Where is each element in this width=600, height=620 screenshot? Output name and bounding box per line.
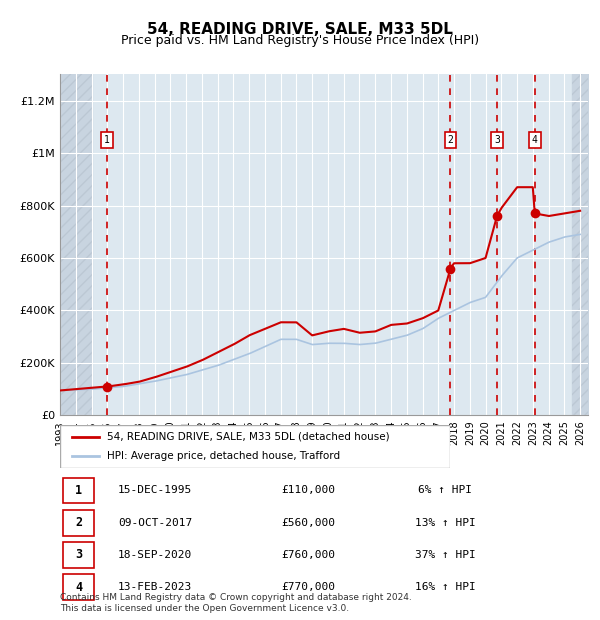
Bar xyxy=(572,74,588,415)
FancyBboxPatch shape xyxy=(62,574,94,600)
Text: HPI: Average price, detached house, Trafford: HPI: Average price, detached house, Traf… xyxy=(107,451,340,461)
Text: 1: 1 xyxy=(75,484,82,497)
Text: 54, READING DRIVE, SALE, M33 5DL (detached house): 54, READING DRIVE, SALE, M33 5DL (detach… xyxy=(107,432,389,442)
FancyBboxPatch shape xyxy=(60,425,450,468)
Text: 37% ↑ HPI: 37% ↑ HPI xyxy=(415,550,476,560)
Text: £110,000: £110,000 xyxy=(281,485,335,495)
Bar xyxy=(60,74,92,415)
Text: 3: 3 xyxy=(494,135,500,145)
Text: 16% ↑ HPI: 16% ↑ HPI xyxy=(415,582,476,592)
Text: £760,000: £760,000 xyxy=(281,550,335,560)
Text: 6% ↑ HPI: 6% ↑ HPI xyxy=(418,485,472,495)
Text: 2: 2 xyxy=(75,516,82,529)
Text: Price paid vs. HM Land Registry's House Price Index (HPI): Price paid vs. HM Land Registry's House … xyxy=(121,34,479,47)
FancyBboxPatch shape xyxy=(62,510,94,536)
Text: £560,000: £560,000 xyxy=(281,518,335,528)
Text: 18-SEP-2020: 18-SEP-2020 xyxy=(118,550,192,560)
Text: 1: 1 xyxy=(104,135,110,145)
Text: 15-DEC-1995: 15-DEC-1995 xyxy=(118,485,192,495)
FancyBboxPatch shape xyxy=(62,542,94,568)
Text: £770,000: £770,000 xyxy=(281,582,335,592)
Text: 13% ↑ HPI: 13% ↑ HPI xyxy=(415,518,476,528)
Text: 3: 3 xyxy=(75,549,82,561)
Text: 54, READING DRIVE, SALE, M33 5DL: 54, READING DRIVE, SALE, M33 5DL xyxy=(147,22,453,37)
Text: 13-FEB-2023: 13-FEB-2023 xyxy=(118,582,192,592)
Text: Contains HM Land Registry data © Crown copyright and database right 2024.
This d: Contains HM Land Registry data © Crown c… xyxy=(60,593,412,613)
Text: 09-OCT-2017: 09-OCT-2017 xyxy=(118,518,192,528)
FancyBboxPatch shape xyxy=(62,477,94,503)
Text: 4: 4 xyxy=(532,135,538,145)
Text: 2: 2 xyxy=(448,135,454,145)
Text: 4: 4 xyxy=(75,581,82,593)
